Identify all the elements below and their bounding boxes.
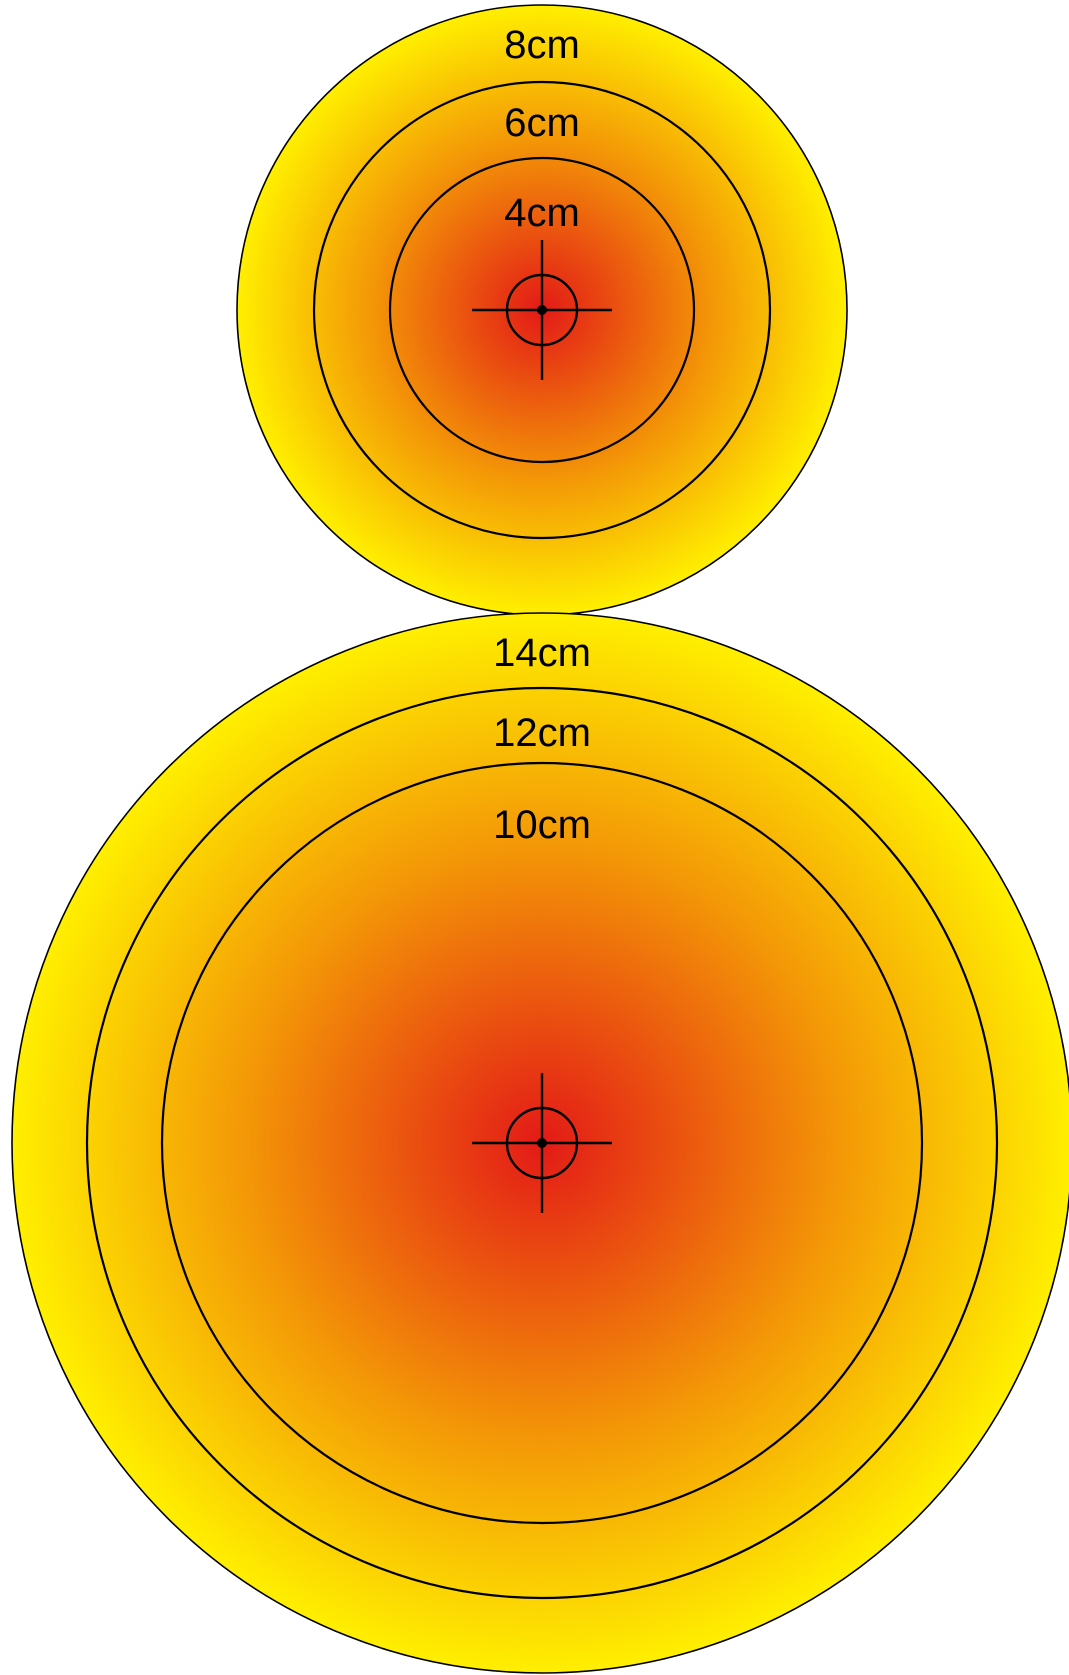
ring-4cm — [388, 156, 696, 464]
ring-label-12cm: 12cm — [493, 711, 591, 755]
ring-12cm — [85, 686, 999, 1600]
ring-label-8cm: 8cm — [504, 23, 580, 67]
ring-10cm — [160, 761, 924, 1525]
large-target: 14cm 12cm 10cm — [11, 612, 1069, 1674]
crosshair-icon — [472, 1073, 612, 1213]
ring-14cm — [11, 612, 1069, 1674]
ring-label-10cm: 10cm — [493, 803, 591, 847]
small-target: 8cm 6cm 4cm — [236, 4, 848, 616]
ring-6cm — [312, 80, 772, 540]
ring-label-4cm: 4cm — [504, 191, 580, 235]
ring-label-6cm: 6cm — [504, 101, 580, 145]
ring-label-14cm: 14cm — [493, 631, 591, 675]
crosshair-icon — [472, 240, 612, 380]
